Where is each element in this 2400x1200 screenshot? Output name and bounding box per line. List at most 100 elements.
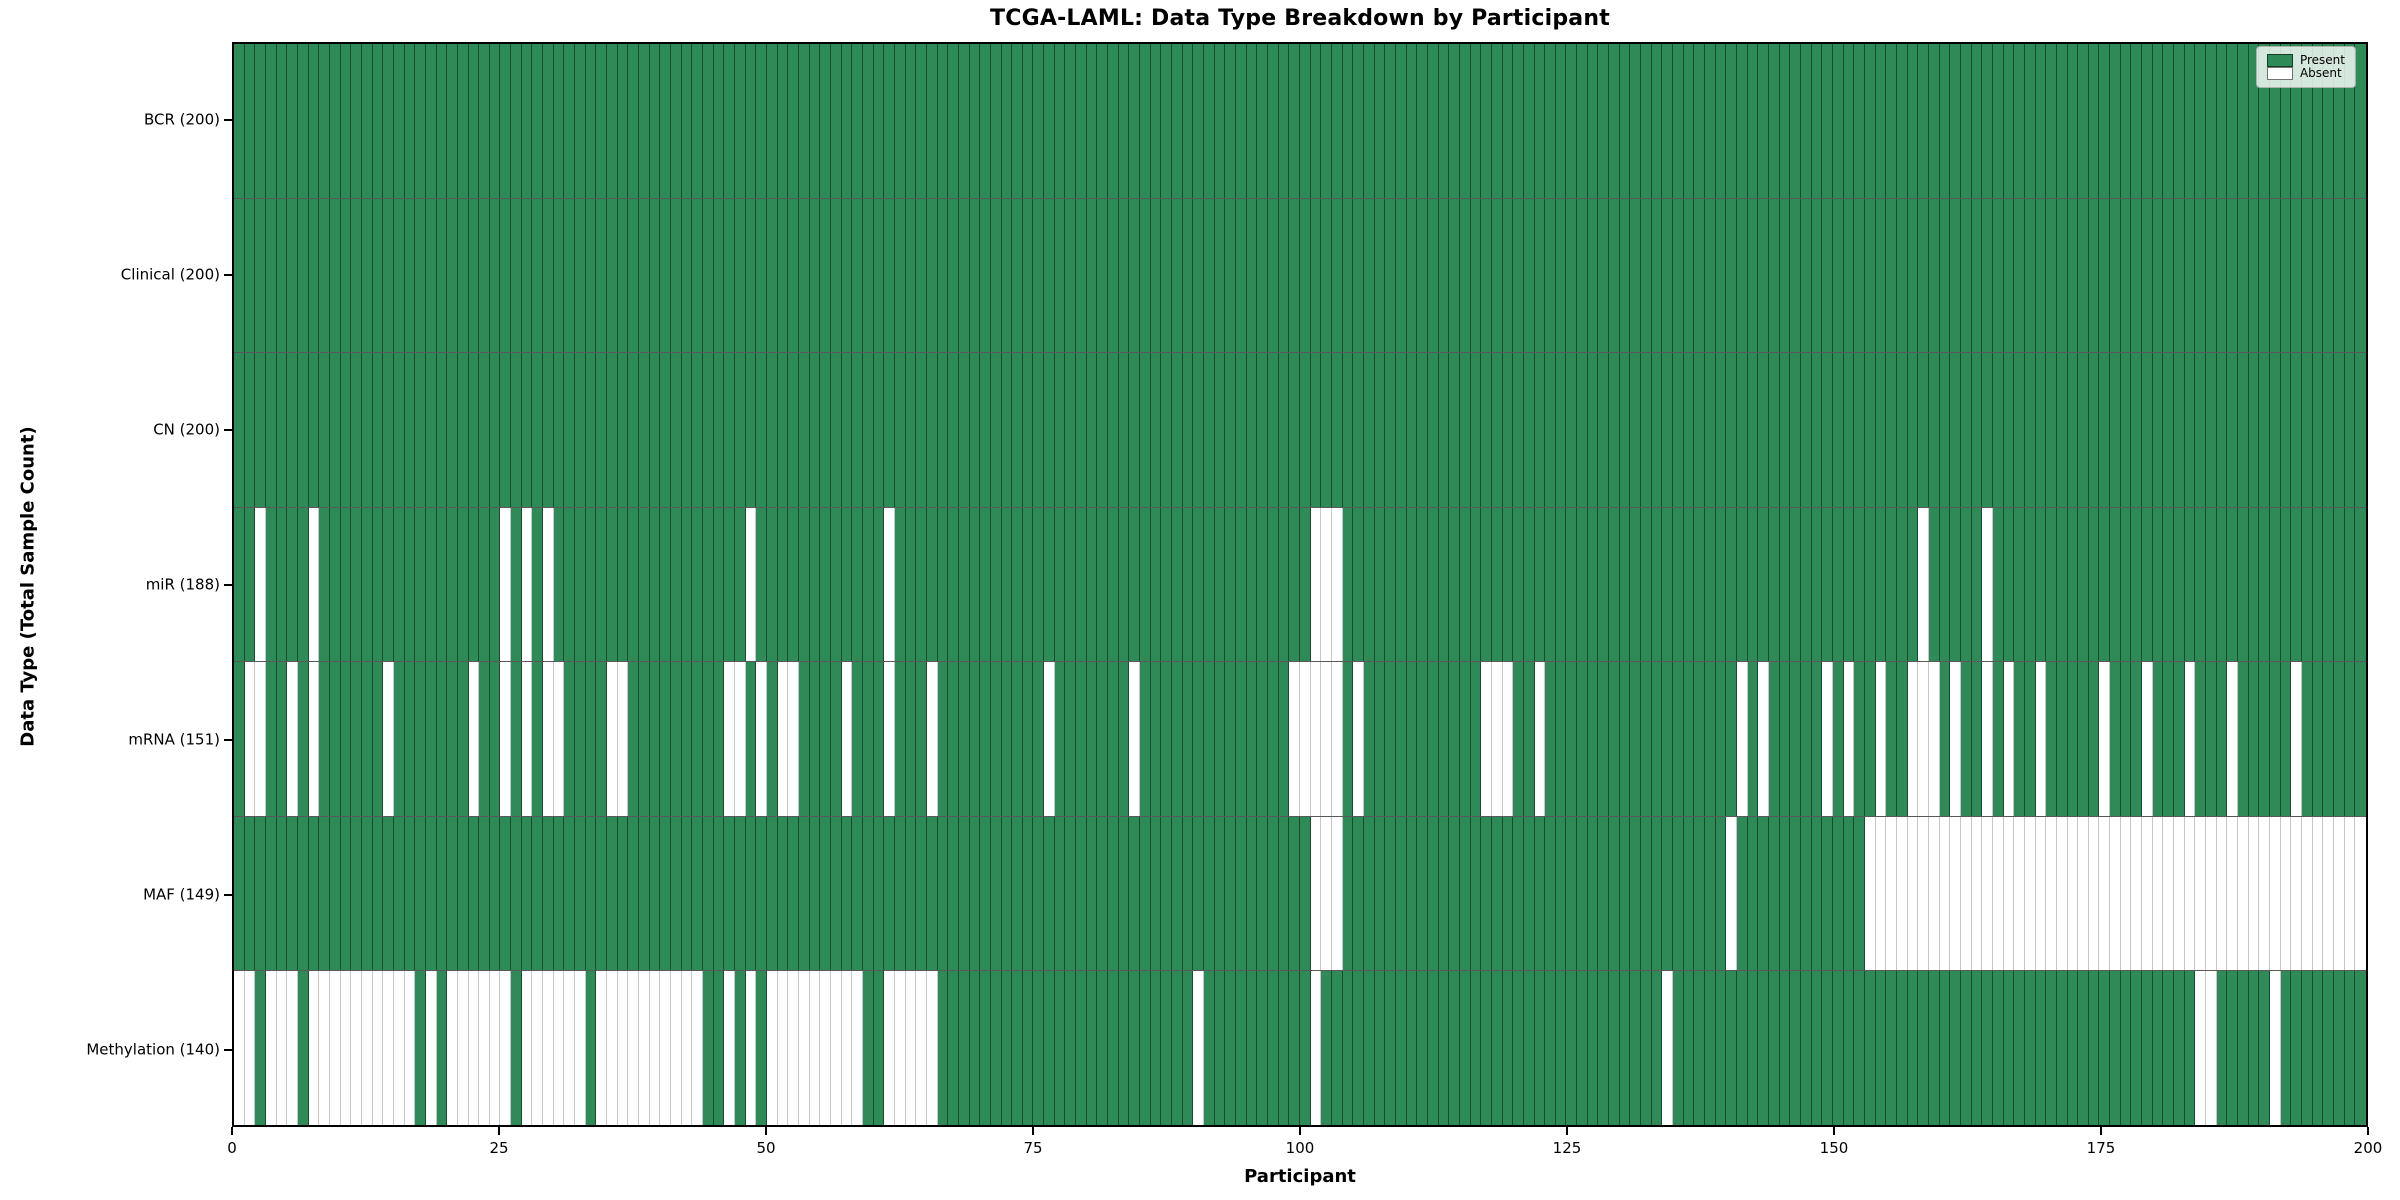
heatmap-cell: [2259, 662, 2271, 816]
heatmap-cell: [1214, 662, 1226, 816]
heatmap-cell: [1694, 971, 1706, 1126]
heatmap-cell: [265, 971, 277, 1126]
heatmap-cell: [2259, 816, 2271, 971]
heatmap-cell: [1054, 662, 1066, 816]
heatmap-cell: [1907, 198, 1919, 353]
heatmap-cell: [1609, 662, 1620, 816]
heatmap-cell: [2024, 198, 2036, 353]
heatmap-cell: [1097, 198, 1109, 353]
heatmap-cell: [1193, 353, 1205, 507]
heatmap-cell: [2227, 971, 2239, 1126]
heatmap-cell: [2131, 198, 2143, 353]
heatmap-cell: [2206, 198, 2217, 353]
heatmap-cell: [2248, 662, 2260, 816]
heatmap-cell: [2280, 662, 2292, 816]
heatmap-cell: [351, 198, 362, 353]
heatmap-cell: [1907, 353, 1919, 507]
heatmap-cell: [1491, 662, 1503, 816]
heatmap-cell: [1566, 353, 1578, 507]
heatmap-cell: [1406, 971, 1418, 1126]
heatmap-cell: [1811, 353, 1823, 507]
heatmap-cell: [1427, 507, 1439, 662]
heatmap-cell: [2323, 816, 2335, 971]
heatmap-cell: [1470, 353, 1482, 507]
heatmap-cell: [2152, 816, 2164, 971]
heatmap-cell: [1182, 816, 1194, 971]
heatmap-cell: [820, 198, 831, 353]
heatmap-cell: [351, 353, 362, 507]
heatmap-cell: [777, 198, 789, 353]
heatmap-cell: [703, 662, 714, 816]
heatmap-cell: [2003, 353, 2015, 507]
heatmap-cell: [383, 198, 394, 353]
heatmap-cell: [2216, 353, 2228, 507]
heatmap-cell: [425, 816, 437, 971]
heatmap-cell: [1022, 353, 1034, 507]
heatmap-cell: [1619, 44, 1631, 198]
heatmap-cell: [1150, 971, 1162, 1126]
heatmap-cell: [2323, 662, 2335, 816]
heatmap-cell: [916, 662, 927, 816]
heatmap-cell: [564, 971, 576, 1126]
heatmap-cell: [234, 971, 245, 1126]
heatmap-cell: [1822, 507, 1833, 662]
heatmap-cell: [2003, 816, 2015, 971]
heatmap-cell: [1779, 662, 1791, 816]
heatmap-cell: [1022, 198, 1034, 353]
heatmap-cell: [724, 816, 736, 971]
heatmap-cell: [2355, 198, 2366, 353]
heatmap-cell: [329, 44, 341, 198]
heatmap-cell: [980, 198, 991, 353]
heatmap-cell: [756, 816, 767, 971]
heatmap-cell: [745, 662, 757, 816]
heatmap-cell: [820, 662, 831, 816]
heatmap-cell: [766, 353, 778, 507]
heatmap-cell: [905, 662, 917, 816]
heatmap-cell: [436, 662, 448, 816]
heatmap-cell: [798, 507, 810, 662]
heatmap-cell: [255, 507, 266, 662]
heatmap-cell: [1939, 353, 1951, 507]
heatmap-cell: [1769, 44, 1780, 198]
heatmap-cell: [1705, 353, 1716, 507]
heatmap-cell: [841, 816, 853, 971]
heatmap-cell: [1395, 198, 1407, 353]
heatmap-cell: [671, 971, 682, 1126]
heatmap-cell: [1790, 662, 1802, 816]
heatmap-cell: [1609, 507, 1620, 662]
heatmap-cell: [1683, 44, 1695, 198]
heatmap-cell: [361, 198, 373, 353]
heatmap-cell: [607, 507, 618, 662]
y-tick-label: CN (200): [153, 420, 220, 438]
heatmap-cell: [1225, 507, 1237, 662]
heatmap-cell: [1662, 816, 1674, 971]
heatmap-cell: [1449, 44, 1460, 198]
x-tick-mark: [1833, 1127, 1835, 1135]
heatmap-cell: [2195, 44, 2207, 198]
heatmap-cell: [2270, 44, 2281, 198]
heatmap-cell: [372, 353, 384, 507]
heatmap-cell: [1875, 971, 1887, 1126]
heatmap-cell: [468, 507, 480, 662]
heatmap-cell: [1737, 816, 1748, 971]
heatmap-cell: [1630, 353, 1642, 507]
heatmap-cell: [937, 971, 949, 1126]
heatmap-cell: [2302, 507, 2313, 662]
heatmap-cell: [1150, 198, 1162, 353]
heatmap-cell: [809, 816, 821, 971]
heatmap-cell: [1854, 44, 1865, 198]
heatmap-cell: [393, 44, 405, 198]
heatmap-cell: [1044, 507, 1055, 662]
heatmap-cell: [1278, 816, 1290, 971]
heatmap-cell: [1875, 44, 1887, 198]
heatmap-cell: [926, 971, 938, 1126]
heatmap-cell: [1577, 662, 1588, 816]
legend-label: Present: [2299, 53, 2345, 67]
heatmap-cell: [1491, 353, 1503, 507]
heatmap-cell: [1289, 662, 1300, 816]
heatmap-cell: [894, 662, 906, 816]
heatmap-cell: [905, 44, 917, 198]
heatmap-cell: [1769, 816, 1780, 971]
heatmap-cell: [1363, 971, 1375, 1126]
heatmap-cell: [1204, 44, 1215, 198]
